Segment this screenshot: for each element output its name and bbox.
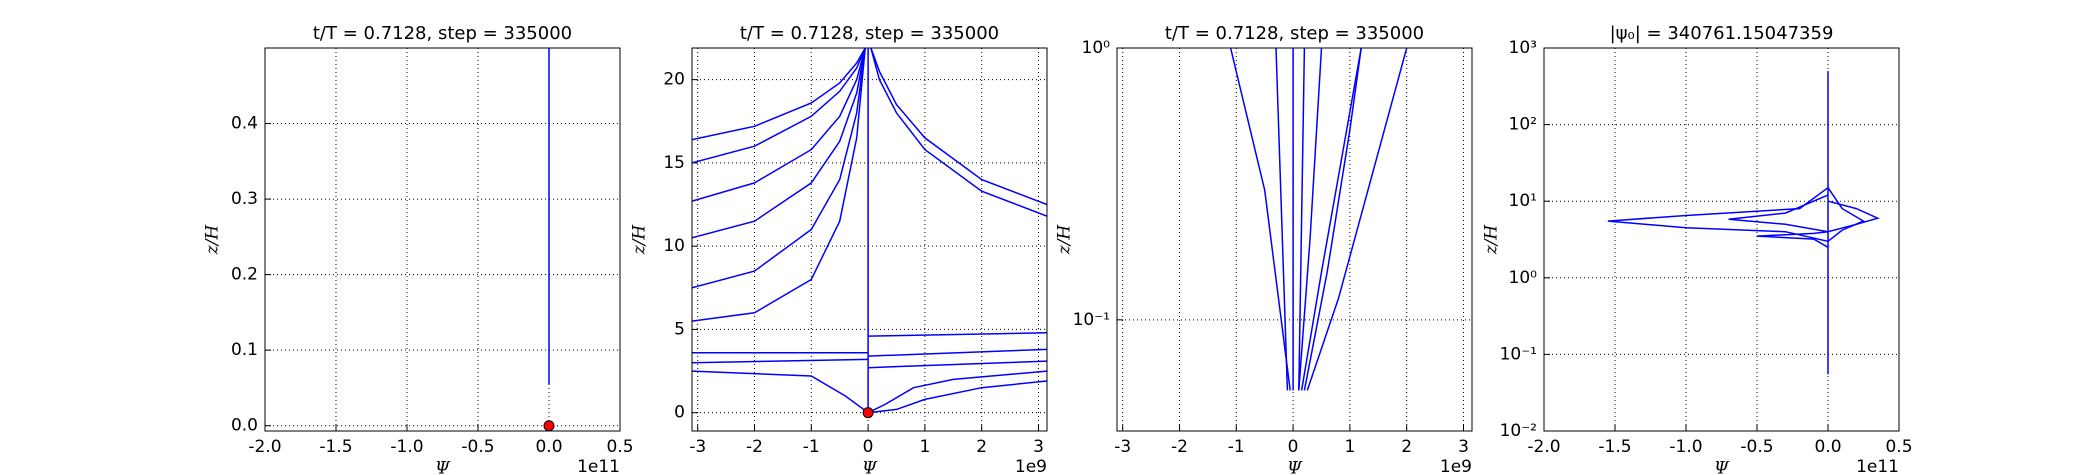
x-tick-label: 2	[976, 437, 987, 457]
chart-title: t/T = 0.7128, step = 335000	[1165, 23, 1424, 44]
y-tick-label: 10	[663, 236, 685, 256]
y-axis-label: z/H	[630, 224, 650, 256]
y-axis-label: z/H	[1482, 224, 1502, 256]
x-tick-label: -2.0	[248, 437, 281, 457]
x-tick-label: -1	[803, 437, 820, 457]
data-line	[868, 380, 1047, 414]
x-axis-label: Ψ	[862, 459, 878, 475]
data-line	[1229, 48, 1291, 391]
y-axis-label: z/H	[203, 224, 223, 256]
y-tick-label: 10²	[1509, 115, 1537, 135]
x-tick-label: -2.0	[1527, 437, 1560, 457]
y-tick-label: 10⁻¹	[1500, 344, 1537, 364]
x-tick-label: -0.5	[461, 437, 494, 457]
chart-title: t/T = 0.7128, step = 335000	[740, 23, 999, 44]
x-tick-label: -1.5	[319, 437, 352, 457]
data-line	[692, 48, 866, 164]
x-tick-label: 2	[1401, 437, 1412, 457]
data-line	[867, 370, 1047, 414]
x-axis-label: Ψ	[435, 459, 451, 475]
data-line	[692, 358, 869, 364]
data-line	[1728, 194, 1880, 233]
y-tick-label: 10³	[1509, 38, 1537, 58]
data-line	[692, 370, 869, 414]
y-tick-label: 0.3	[231, 189, 258, 209]
y-tick-label: 0.0	[231, 416, 258, 436]
data-line	[1298, 48, 1323, 391]
x-tick-label: -3	[1114, 437, 1131, 457]
x-tick-label: -1.0	[1669, 437, 1702, 457]
x-tick-label: 0.5	[606, 437, 633, 457]
point-marker	[862, 407, 874, 419]
data-line	[868, 360, 1047, 369]
x-axis-label: Ψ	[1714, 459, 1730, 475]
y-tick-label: 10⁻²	[1500, 421, 1537, 441]
y-tick-label: 15	[663, 153, 685, 173]
data-line	[868, 332, 1047, 337]
x-tick-label: -3	[689, 437, 706, 457]
data-line	[1306, 48, 1408, 391]
x-tick-label: 0.0	[535, 437, 562, 457]
y-tick-label: 10¹	[1509, 191, 1537, 211]
x-tick-label: -0.5	[1740, 437, 1773, 457]
y-axis-label: z/H	[1055, 224, 1075, 256]
axes-frame	[691, 47, 1048, 432]
x-tick-label: 0	[1288, 437, 1299, 457]
x-tick-label: 0.0	[1814, 437, 1841, 457]
x-tick-label: -2	[746, 437, 763, 457]
axes-frame	[1116, 47, 1473, 432]
data-line	[870, 48, 1047, 217]
data-line	[692, 48, 866, 322]
data-line	[868, 348, 1047, 357]
x-tick-label: -1.0	[390, 437, 423, 457]
x-tick-label: -1.5	[1598, 437, 1631, 457]
x-offset-label: 1e11	[1856, 457, 1899, 475]
x-tick-label: 1	[919, 437, 930, 457]
data-line	[1756, 230, 1829, 248]
y-tick-label: 10⁰	[1509, 268, 1538, 288]
y-tick-label: 20	[663, 70, 685, 90]
data-line	[1827, 187, 1866, 242]
data-line	[1298, 48, 1306, 391]
axes-frame	[264, 47, 621, 432]
y-tick-label: 10⁰	[1082, 38, 1111, 58]
x-tick-label: 3	[1458, 437, 1469, 457]
data-line	[1300, 48, 1362, 391]
y-tick-label: 10⁻¹	[1073, 310, 1110, 330]
x-tick-label: -2	[1171, 437, 1188, 457]
data-line	[692, 48, 866, 202]
y-tick-label: 0	[674, 403, 685, 423]
data-line	[1607, 187, 1829, 243]
y-tick-label: 0.2	[231, 265, 258, 285]
x-tick-label: 0	[863, 437, 874, 457]
data-line	[692, 48, 866, 239]
x-offset-label: 1e9	[1440, 457, 1472, 475]
data-line	[692, 48, 866, 141]
axes-frame	[1543, 47, 1900, 432]
x-tick-label: 3	[1033, 437, 1044, 457]
x-tick-label: -1	[1228, 437, 1245, 457]
x-offset-label: 1e9	[1015, 457, 1047, 475]
x-tick-label: 0.5	[1885, 437, 1912, 457]
x-axis-label: Ψ	[1287, 459, 1303, 475]
data-line	[1303, 48, 1362, 391]
y-tick-label: 5	[674, 319, 685, 339]
chart-title: t/T = 0.7128, step = 335000	[313, 23, 572, 44]
point-marker	[543, 420, 555, 432]
x-tick-label: 1	[1344, 437, 1355, 457]
chart-title: |ψ₀| = 340761.15047359	[1610, 23, 1834, 44]
y-tick-label: 0.4	[231, 114, 258, 134]
x-offset-label: 1e11	[577, 457, 620, 475]
data-line	[870, 48, 1047, 206]
data-line	[692, 48, 866, 289]
y-tick-label: 0.1	[231, 340, 258, 360]
data-line	[1275, 48, 1289, 391]
